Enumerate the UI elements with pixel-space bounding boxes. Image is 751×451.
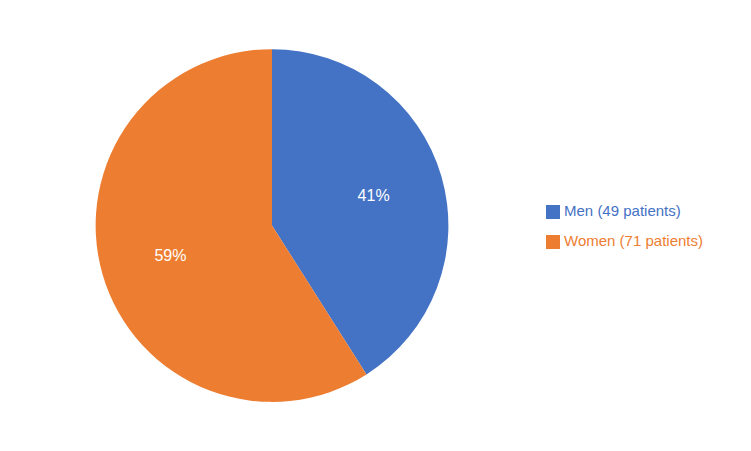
svg-text:59%: 59% bbox=[154, 247, 186, 264]
html-text:Women (71 patients): Women (71 patients) bbox=[564, 231, 703, 249]
svg-text:41%: 41% bbox=[358, 187, 390, 204]
html-text:Men (49 patients): Men (49 patients) bbox=[564, 201, 681, 219]
